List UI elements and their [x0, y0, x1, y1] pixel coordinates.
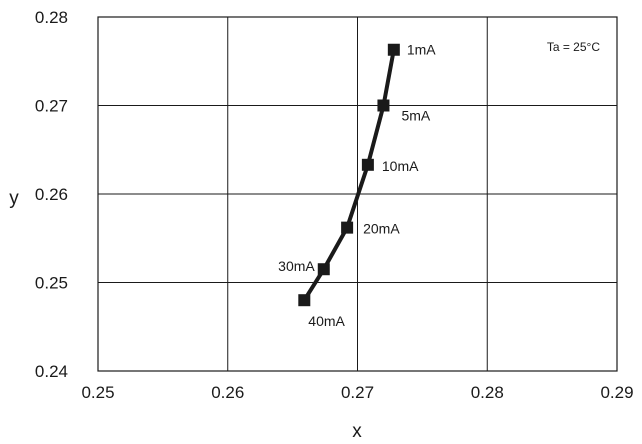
data-point-marker [317, 263, 330, 276]
point-label: 20mA [363, 221, 400, 237]
point-label: 30mA [278, 258, 315, 274]
x-tick-label: 0.28 [471, 383, 504, 402]
y-tick-label: 0.25 [35, 274, 68, 293]
y-tick-label: 0.26 [35, 185, 68, 204]
data-point-marker [377, 99, 390, 112]
series-group: 1mA 5mA 10mA 20mA 30mA 40mA [278, 42, 436, 329]
point-label: 1mA [407, 42, 436, 58]
x-axis-title: x [352, 421, 362, 442]
data-point-marker [387, 43, 400, 56]
x-tick-label: 0.29 [600, 383, 633, 402]
point-label: 40mA [308, 313, 345, 329]
y-tick-label: 0.28 [35, 8, 68, 27]
y-axis-title: y [9, 188, 19, 209]
y-tick-label: 0.27 [35, 97, 68, 116]
x-tick-label: 0.25 [81, 383, 114, 402]
point-label: 10mA [382, 158, 419, 174]
y-tick-label: 0.24 [35, 362, 68, 381]
plot-frame [97, 16, 618, 372]
tick-labels: 0.25 0.26 0.27 0.28 0.29 0.24 0.25 0.26 0.27 0.28 [35, 8, 634, 402]
series-line [302, 49, 396, 302]
data-point-marker [341, 221, 354, 234]
temperature-annotation: Ta = 25°C [547, 40, 600, 54]
x-tick-label: 0.26 [211, 383, 244, 402]
data-point-marker [298, 294, 311, 307]
data-point-marker [361, 158, 374, 171]
point-label: 5mA [401, 108, 430, 124]
x-tick-label: 0.27 [341, 383, 374, 402]
